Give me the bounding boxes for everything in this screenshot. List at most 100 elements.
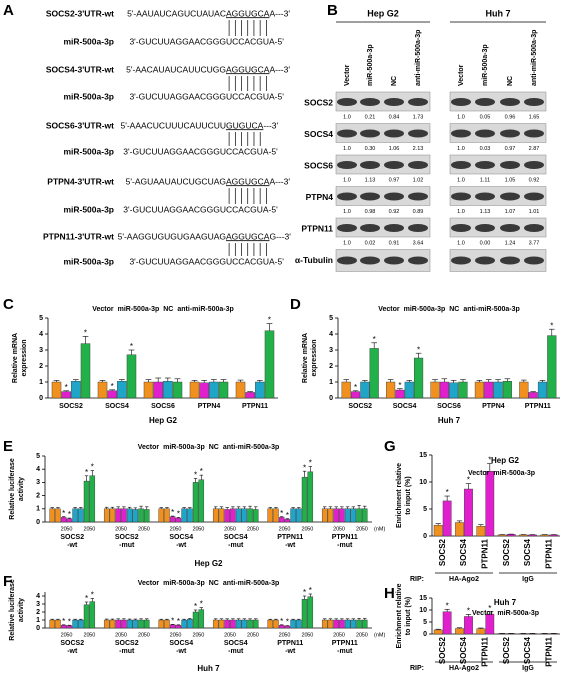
dose-label: 50 — [198, 632, 204, 638]
x-tick-label: SOCS2 — [438, 538, 447, 566]
lane-label: Vector — [344, 64, 351, 86]
lane-label: Vector — [458, 64, 465, 86]
bar — [187, 508, 193, 523]
band-quantification: 1.65 — [529, 114, 540, 120]
dose-label: 50 — [230, 526, 236, 532]
significance-mark: * — [398, 381, 401, 390]
seed-sequence: CCACGU — [226, 204, 263, 214]
y-tick-label: 0 — [36, 625, 40, 632]
blot-band — [360, 161, 380, 169]
x-tick-label: SOCS2 — [60, 534, 84, 541]
sequence-suffix: A-5' — [263, 204, 278, 214]
bar — [132, 509, 139, 523]
blot-band — [360, 256, 380, 265]
blot-band — [384, 98, 404, 106]
y-tick-label: 3 — [329, 347, 333, 354]
sequence-label: miR-500a-3p — [63, 204, 114, 214]
y-tick-label: 2 — [36, 492, 40, 499]
bar — [126, 508, 133, 523]
legend-entry: miR-500a-3p — [404, 306, 446, 313]
band-quantification: 0.89 — [413, 209, 424, 215]
legend-entry: Vector — [378, 306, 400, 313]
blot-band — [451, 256, 471, 265]
lane-label: miR-500a-3p — [367, 44, 374, 86]
dose-label: 20 — [192, 526, 198, 532]
band-quantification: 3.64 — [413, 240, 424, 246]
bar — [169, 516, 176, 523]
y-tick-label: 0 — [36, 519, 40, 526]
significance-mark: * — [268, 316, 271, 325]
legend-entry: NC — [209, 580, 219, 587]
y-tick-label: 3 — [36, 479, 40, 486]
dose-label: 20 — [192, 632, 198, 638]
bar — [547, 335, 557, 399]
seed-sequence: AGGUGCA — [226, 231, 270, 241]
blot-band — [408, 129, 428, 138]
bar — [278, 517, 285, 523]
bar — [540, 534, 550, 537]
blot-band — [524, 192, 544, 201]
significance-mark: * — [194, 471, 197, 480]
y-axis-label: Relative luciferase — [9, 579, 16, 641]
bar — [235, 508, 242, 523]
legend-entry: Vector — [138, 444, 160, 451]
blot-band — [408, 98, 428, 106]
seed-sequence: GUGUCA — [226, 120, 264, 130]
x-tick-label: PTPN11 — [544, 636, 553, 666]
legend-entry: miR-500a-3p — [497, 610, 539, 617]
legend-entry: anti-miR-500a-3p — [463, 306, 519, 313]
x-tick-label: SOCS4 — [393, 403, 417, 410]
significance-mark: * — [111, 382, 114, 391]
bar — [442, 500, 452, 537]
blot-membrane — [335, 154, 431, 175]
blot-membrane — [335, 217, 431, 238]
blot-band — [475, 256, 495, 265]
seed-sequence: AGGUGCA — [226, 176, 270, 186]
band-quantification: 1.0 — [457, 146, 465, 152]
bar — [307, 471, 314, 523]
blot-band — [408, 256, 428, 265]
bar — [333, 508, 339, 523]
lane-label: miR-500a-3p — [482, 44, 489, 86]
dose-label: 50 — [362, 632, 368, 638]
band-quantification: 0.91 — [389, 240, 400, 246]
dose-label: 50 — [198, 526, 204, 532]
y-axis-label: expression — [311, 340, 318, 377]
band-quantification: 1.05 — [505, 177, 516, 183]
y-tick-label: 10 — [419, 607, 427, 614]
bar — [121, 508, 127, 523]
blot-band — [475, 129, 495, 138]
x-tick-label: -wt — [67, 648, 78, 655]
dose-label: 50 — [339, 632, 345, 638]
bar — [78, 508, 84, 523]
bar — [163, 381, 173, 399]
blot-band — [360, 98, 380, 106]
band-quantification: 0.97 — [389, 177, 400, 183]
bar — [235, 619, 242, 629]
dose-label: 20 — [301, 526, 307, 532]
blot-band — [451, 98, 471, 106]
dose-label: 50 — [284, 526, 290, 532]
significance-mark: * — [177, 509, 180, 518]
legend-entry: Vector — [138, 580, 160, 587]
band-quantification: 1.13 — [480, 209, 491, 215]
x-tick-label: SOCS4 — [459, 636, 468, 664]
bar — [181, 508, 187, 523]
bar — [264, 330, 275, 399]
blot-band — [408, 161, 428, 169]
sequence-prefix: 3'-GUCUUAGGAACGGG — [129, 256, 226, 266]
bar — [138, 508, 144, 523]
bar — [138, 619, 144, 629]
blot-band — [360, 129, 380, 138]
bar — [241, 619, 248, 629]
bar — [344, 619, 351, 629]
seed-sequence: UCCACGU — [226, 91, 269, 101]
legend-entry: anti-miR-500a-3p — [223, 444, 279, 451]
blot-band — [451, 161, 471, 169]
bar — [132, 619, 139, 629]
blot-band — [384, 161, 404, 169]
band-quantification: 0.30 — [365, 146, 376, 152]
bar — [175, 517, 182, 523]
blot-band — [337, 192, 357, 201]
